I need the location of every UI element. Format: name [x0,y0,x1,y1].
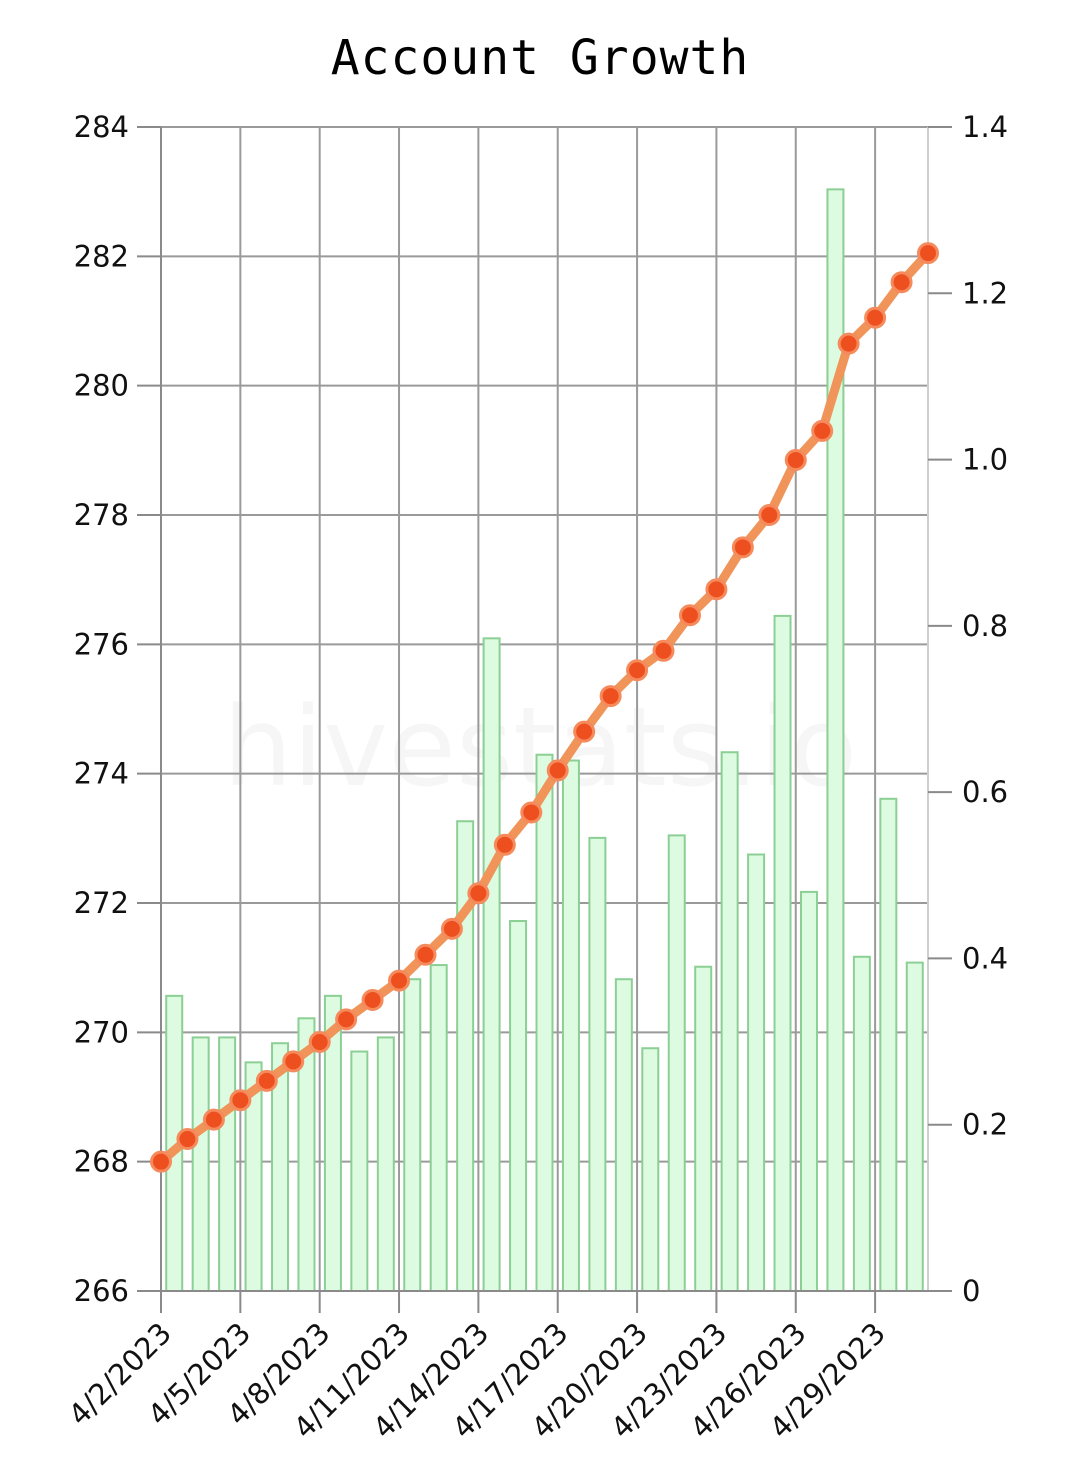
line-point [917,242,939,265]
bar [694,965,713,1292]
line-point [811,419,834,442]
line-point [731,536,754,559]
right-tick-label: 0.2 [962,1108,1008,1142]
left-tick-label: 272 [74,886,129,920]
bar [218,1036,237,1293]
bar [191,1036,210,1293]
bar [747,853,766,1292]
line-point [758,504,781,526]
line-point [176,1128,199,1151]
line-point [308,1031,331,1054]
left-tick-label: 274 [74,757,129,791]
left-tick-label: 276 [74,627,129,661]
left-tick-label: 282 [74,239,129,273]
right-tick-label: 1.4 [962,110,1008,144]
line-layer [150,242,939,1173]
right-tick-label: 1.2 [962,276,1008,310]
right-tick-label: 0 [962,1274,980,1308]
bar [667,834,686,1292]
bar [905,961,924,1292]
line-point [388,969,411,992]
line-point [837,332,860,355]
line-point [573,720,596,743]
bar [588,836,607,1292]
bar [799,890,818,1293]
line-point [255,1069,278,1092]
line-point [414,943,437,966]
bar [614,978,633,1292]
right-tick-label: 0.8 [962,609,1008,643]
bar [561,759,580,1292]
bar [429,964,448,1293]
line-point [599,685,622,708]
bar [376,1036,395,1293]
left-tick-label: 266 [74,1274,129,1308]
left-tick-label: 270 [74,1015,129,1049]
line-point [705,578,728,601]
bar [535,753,554,1292]
line-point [678,604,701,627]
right-tick-label: 1.0 [962,443,1008,477]
chart-title: Account Growth [330,30,750,86]
line-point [652,639,675,662]
left-tick-label: 268 [74,1145,129,1179]
line-point [890,271,913,294]
bar [482,637,501,1292]
line-point [282,1050,305,1073]
left-tick-label: 278 [74,498,129,532]
bar [403,978,422,1292]
line-point [440,917,463,940]
line-point [784,449,807,472]
line-point [467,882,490,905]
left-tick-label: 284 [74,110,129,144]
bar [720,751,739,1292]
bar [879,797,898,1293]
left-tick-label: 280 [74,369,129,403]
bar [852,955,871,1292]
bar [773,614,792,1292]
line-point [202,1108,225,1131]
line-point [546,759,569,782]
right-tick-label: 0.6 [962,775,1008,809]
bar [509,920,528,1292]
line-point [520,801,543,824]
bar [350,1050,369,1293]
line-point [493,833,516,856]
line-point [864,306,887,329]
line-point [229,1089,252,1112]
right-tick-label: 0.4 [962,941,1008,975]
bar [641,1047,660,1293]
line-point [335,1008,358,1031]
line-point [361,989,384,1011]
line-point [150,1150,172,1173]
bars-layer [165,188,924,1293]
line-point [626,659,649,682]
